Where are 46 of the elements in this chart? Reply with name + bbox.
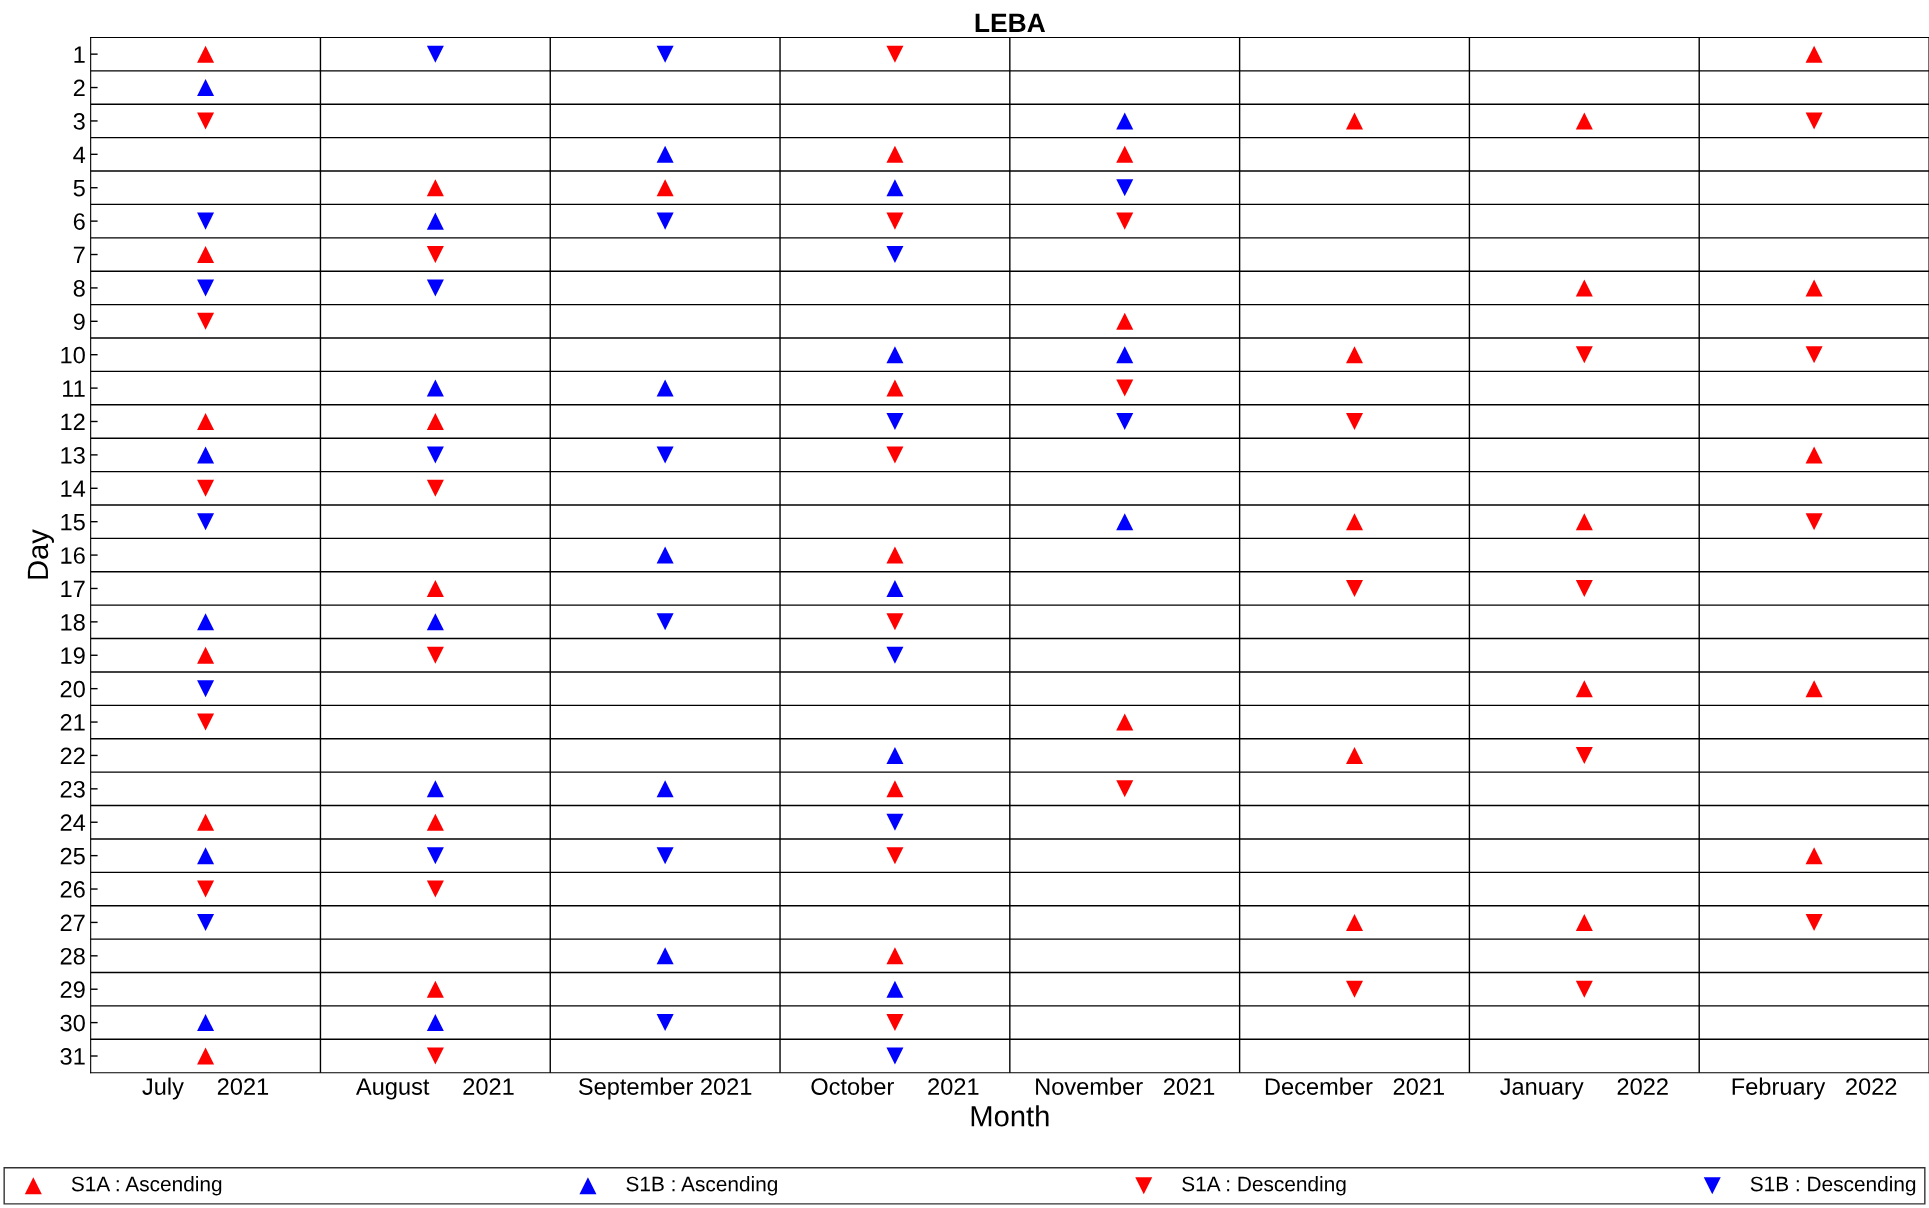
y-tick-label: 20 [60, 680, 85, 698]
y-tick-label: 8 [73, 279, 85, 297]
y-tick-label: 15 [61, 513, 85, 531]
legend-label: S1B : Ascending [626, 1176, 777, 1196]
y-tick-label: 30 [60, 1014, 85, 1032]
x-tick-label: September 2021 [578, 1077, 752, 1100]
x-axis-title: Month [971, 1105, 1049, 1127]
y-tick-label: 16 [61, 547, 85, 564]
y-tick-label: 11 [63, 380, 85, 397]
y-tick-label: 12 [61, 413, 85, 431]
x-tick-label: February 2022 [1732, 1077, 1897, 1100]
legend-label: S1A : Descending [1182, 1176, 1346, 1196]
y-tick-label: 10 [61, 346, 85, 364]
y-tick-label: 7 [73, 246, 85, 264]
y-axis-title: Day [27, 529, 54, 579]
y-tick-label: 3 [73, 113, 85, 130]
y-tick-label: 28 [60, 947, 85, 965]
x-tick-label: August 2021 [355, 1078, 514, 1100]
y-tick-label: 9 [73, 313, 85, 331]
y-tick-label: 29 [60, 981, 85, 998]
chart-title: LEBA [975, 13, 1046, 32]
y-tick-label: 2 [73, 79, 85, 97]
x-tick-label: January 2022 [1500, 1078, 1668, 1100]
y-tick-label: 5 [73, 180, 85, 197]
legend-label: S1B : Descending [1750, 1176, 1916, 1196]
y-tick-label: 14 [61, 480, 86, 497]
y-tick-label: 24 [60, 814, 86, 831]
y-tick-label: 25 [60, 847, 85, 865]
y-tick-label: 17 [61, 580, 85, 598]
y-tick-label: 27 [60, 914, 85, 931]
y-tick-label: 22 [60, 747, 85, 764]
y-tick-label: 13 [61, 446, 85, 464]
x-tick-label: October 2021 [811, 1077, 979, 1095]
x-tick-label: December 2021 [1265, 1077, 1444, 1095]
x-tick-label: July 2021 [142, 1077, 269, 1100]
y-tick-label: 21 [60, 714, 85, 731]
y-tick-label: 6 [73, 213, 85, 230]
y-tick-label: 23 [60, 780, 85, 798]
y-tick-label: 19 [61, 647, 85, 665]
y-tick-label: 18 [61, 613, 85, 631]
legend-label: S1A : Ascending [71, 1176, 222, 1196]
y-tick-label: 1 [74, 46, 85, 63]
y-tick-label: 31 [60, 1048, 85, 1065]
y-tick-label: 4 [73, 146, 86, 163]
x-tick-label: November 2021 [1036, 1077, 1215, 1095]
y-tick-label: 26 [60, 881, 85, 898]
